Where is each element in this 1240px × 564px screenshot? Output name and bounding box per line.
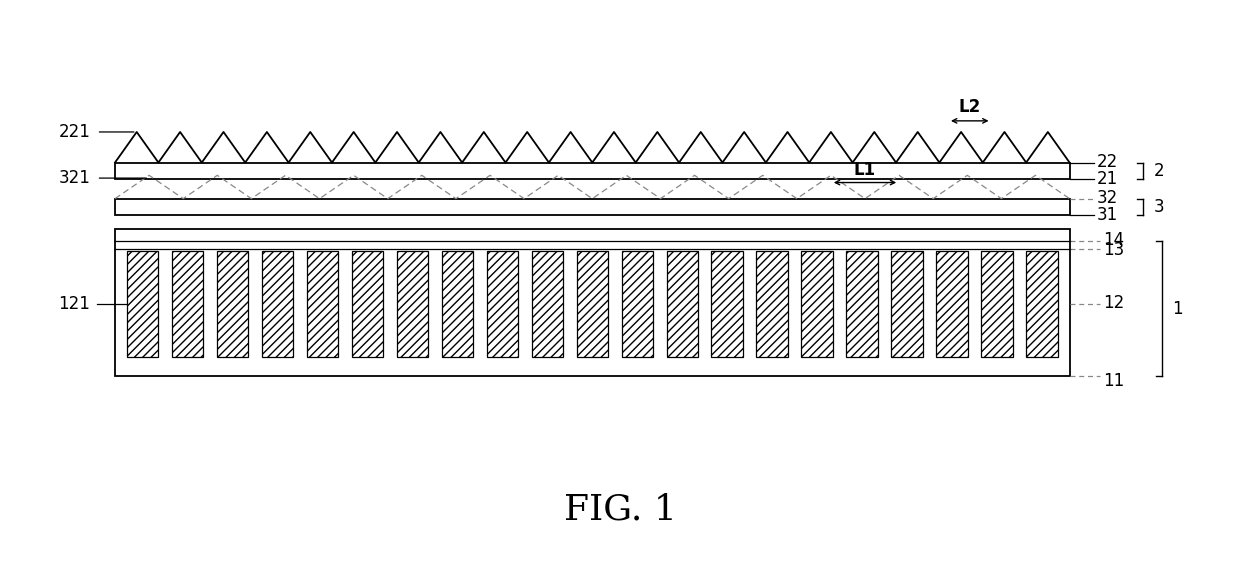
Text: 1: 1	[1172, 299, 1183, 318]
Bar	[667, 252, 698, 357]
Text: 11: 11	[1102, 372, 1125, 390]
Text: FIG. 1: FIG. 1	[563, 493, 677, 527]
Text: 32: 32	[1096, 189, 1118, 207]
Bar	[217, 252, 248, 357]
Bar	[756, 252, 787, 357]
Bar	[892, 252, 923, 357]
Text: 21: 21	[1096, 170, 1118, 188]
Bar	[115, 229, 1070, 376]
Bar	[1027, 252, 1058, 357]
Text: 12: 12	[1102, 294, 1125, 312]
Bar	[847, 252, 878, 357]
Text: 22: 22	[1096, 153, 1118, 171]
Bar	[352, 252, 383, 357]
Bar	[397, 252, 428, 357]
Bar	[262, 252, 293, 357]
Bar	[126, 252, 159, 357]
Text: 31: 31	[1096, 206, 1118, 224]
Text: 13: 13	[1102, 241, 1125, 259]
Bar	[115, 162, 1070, 179]
Text: L2: L2	[959, 98, 981, 116]
Bar	[712, 252, 743, 357]
Text: 14: 14	[1102, 231, 1123, 249]
Text: 3: 3	[1153, 198, 1164, 216]
Bar	[486, 252, 518, 357]
Bar	[621, 252, 653, 357]
Bar	[306, 252, 339, 357]
Text: 321: 321	[58, 169, 91, 187]
Text: L1: L1	[854, 161, 877, 179]
Bar	[532, 252, 563, 357]
Bar	[171, 252, 203, 357]
Bar	[981, 252, 1013, 357]
Bar	[115, 199, 1070, 215]
Bar	[441, 252, 474, 357]
Text: 121: 121	[58, 295, 91, 313]
Bar	[801, 252, 833, 357]
Bar	[936, 252, 968, 357]
Text: 221: 221	[58, 123, 91, 141]
Text: 2: 2	[1153, 162, 1164, 180]
Bar	[577, 252, 608, 357]
